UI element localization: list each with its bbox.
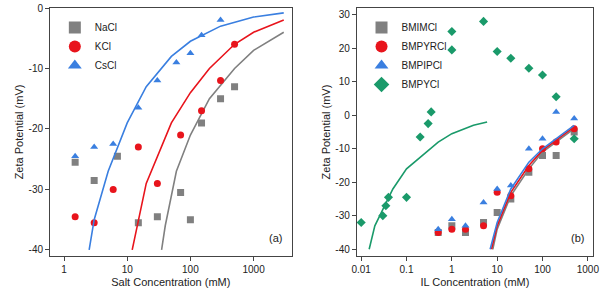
- svg-text:Zeta Potential (mV): Zeta Potential (mV): [320, 85, 332, 180]
- svg-text:(b): (b): [571, 232, 584, 244]
- svg-text:BMIMCl: BMIMCl: [402, 22, 438, 33]
- svg-text:BMPIPCl: BMPIPCl: [402, 60, 443, 71]
- svg-text:1: 1: [449, 264, 455, 275]
- svg-text:Salt Concentration (mM): Salt Concentration (mM): [111, 276, 230, 288]
- svg-text:NaCl: NaCl: [95, 22, 117, 33]
- svg-text:-10: -10: [29, 63, 44, 74]
- svg-text:BMPYCl: BMPYCl: [402, 79, 440, 90]
- svg-text:0: 0: [344, 110, 350, 121]
- svg-text:BMPYRCl: BMPYRCl: [402, 41, 447, 52]
- svg-text:IL Concentration (mM): IL Concentration (mM): [420, 276, 529, 288]
- svg-text:CsCl: CsCl: [95, 60, 117, 71]
- svg-text:100: 100: [182, 264, 199, 275]
- svg-text:1: 1: [61, 264, 67, 275]
- svg-text:Zeta Potential (mV): Zeta Potential (mV): [13, 85, 25, 180]
- svg-text:KCl: KCl: [95, 41, 111, 52]
- svg-text:10: 10: [339, 76, 351, 87]
- svg-text:1000: 1000: [577, 264, 600, 275]
- svg-text:0.01: 0.01: [351, 264, 371, 275]
- svg-text:-30: -30: [335, 210, 350, 221]
- svg-text:-30: -30: [29, 184, 44, 195]
- svg-text:20: 20: [339, 43, 351, 54]
- svg-text:(a): (a): [269, 232, 282, 244]
- svg-text:-20: -20: [335, 177, 350, 188]
- svg-text:100: 100: [534, 264, 551, 275]
- svg-text:0.1: 0.1: [400, 264, 414, 275]
- svg-text:10: 10: [122, 264, 134, 275]
- svg-text:0: 0: [37, 3, 43, 14]
- svg-text:10: 10: [492, 264, 504, 275]
- svg-text:1000: 1000: [242, 264, 265, 275]
- svg-text:-40: -40: [335, 244, 350, 255]
- svg-text:-10: -10: [335, 143, 350, 154]
- svg-text:-40: -40: [29, 244, 44, 255]
- svg-text:30: 30: [339, 9, 351, 20]
- svg-text:-20: -20: [29, 123, 44, 134]
